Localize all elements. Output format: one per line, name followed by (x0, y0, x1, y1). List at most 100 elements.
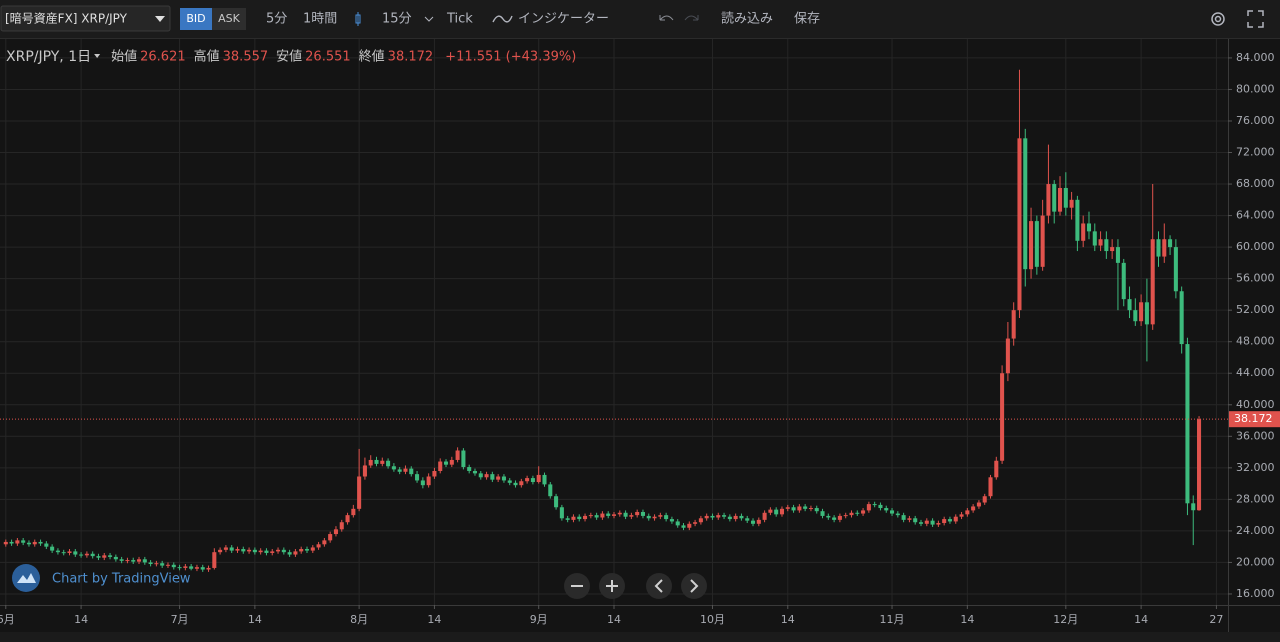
candle-body (67, 551, 72, 553)
chart-type-icon[interactable] (355, 12, 361, 26)
y-tick-label: 24.000 (1236, 524, 1275, 537)
candle-body (50, 546, 55, 551)
load-button[interactable]: 読み込み (721, 12, 773, 27)
candle-body (507, 480, 512, 483)
candle-body (965, 510, 970, 515)
candle-body (652, 516, 657, 519)
ohlc-value: 38.172 (388, 50, 434, 65)
candle-body (693, 522, 698, 524)
candle-body (1104, 239, 1109, 252)
x-tick-label: 6月 (0, 613, 15, 626)
y-tick-label: 80.000 (1236, 82, 1275, 95)
fullscreen-icon[interactable] (1247, 10, 1264, 28)
candle-body (287, 552, 292, 555)
candle-body (606, 513, 611, 516)
last-price-label: 38.172 (1234, 412, 1273, 425)
candle-body (971, 506, 976, 511)
interval-caret[interactable] (424, 16, 434, 22)
x-tick-label: 7月 (171, 613, 189, 626)
candle-body (1110, 247, 1115, 252)
candle-body (438, 461, 443, 471)
candle-body (212, 552, 217, 568)
zoom-in-button[interactable] (599, 573, 625, 599)
scroll-left-button[interactable] (646, 573, 672, 599)
candle-body (270, 551, 275, 553)
candle-body (1144, 302, 1149, 325)
bid-button[interactable] (180, 8, 212, 30)
candle-body (1005, 338, 1010, 374)
candle-body (351, 508, 356, 516)
symbol-select[interactable] (0, 5, 171, 32)
candle-body (1121, 262, 1126, 300)
candle-body (808, 508, 813, 510)
settings-icon[interactable] (1211, 12, 1225, 26)
watermark[interactable]: Chart by TradingView (52, 572, 191, 587)
candle-body (84, 553, 89, 556)
candle-body (21, 540, 26, 543)
candle-body (942, 519, 947, 524)
undo-icon[interactable] (659, 15, 674, 21)
candle-body (947, 519, 952, 522)
candle-body (884, 508, 889, 511)
candle-body (1052, 184, 1057, 212)
zoom-out-button[interactable] (564, 573, 590, 599)
candle-body (90, 553, 95, 557)
interval-button[interactable]: 1時間 (303, 12, 337, 27)
candle-body (1023, 138, 1028, 270)
candle-body (443, 461, 449, 465)
candle-body (513, 482, 518, 486)
candle-body (710, 515, 715, 518)
ask-label: ASK (218, 12, 241, 25)
candle-body (1185, 344, 1190, 504)
candle-body (913, 518, 918, 523)
interval-button[interactable]: 5分 (266, 12, 287, 27)
candle-body (1179, 291, 1184, 345)
x-tick-label: 12月 (1053, 613, 1078, 626)
candle-body (994, 460, 999, 478)
candle-body (79, 554, 84, 556)
candle-body (449, 459, 454, 465)
candle-body (832, 517, 837, 520)
candle-body (890, 510, 895, 514)
candle-body (872, 504, 877, 506)
candle-body (142, 559, 147, 563)
redo-icon[interactable] (684, 15, 699, 21)
candle-body (362, 465, 367, 477)
candle-body (675, 521, 680, 526)
scroll-right-button[interactable] (681, 573, 707, 599)
candle-body (1150, 239, 1155, 325)
candle-body (629, 515, 634, 517)
y-tick-label: 68.000 (1236, 177, 1275, 190)
candle-body (61, 552, 66, 554)
candle-body (779, 508, 785, 515)
candle-body (3, 541, 8, 545)
candle-body (241, 549, 246, 552)
save-button[interactable]: 保存 (794, 12, 820, 27)
candle-body (548, 484, 553, 497)
candle-body (722, 515, 727, 517)
candle-body (206, 567, 211, 570)
candle-body (774, 509, 779, 515)
candle-body (55, 550, 60, 553)
x-tick-label: 14 (960, 613, 974, 626)
interval-button[interactable]: 15分 (382, 12, 412, 27)
candle-body (1040, 215, 1045, 267)
candle-body (762, 512, 767, 520)
candle-body (397, 469, 402, 472)
symbol-caret[interactable] (94, 54, 101, 58)
candle-body (681, 525, 686, 528)
candle-body (368, 459, 373, 466)
symbol-text: [暗号資産FX] XRP/JPY (5, 12, 128, 26)
indicator-icon (492, 15, 513, 23)
bottom-bar (0, 632, 1280, 642)
candle-body (861, 510, 866, 514)
candle-body (496, 476, 501, 480)
ask-button[interactable] (212, 8, 246, 30)
indicators-button[interactable]: インジケーター (518, 12, 609, 27)
candle-body (293, 551, 298, 555)
interval-button[interactable]: Tick (446, 12, 473, 27)
candle-body (1173, 247, 1178, 292)
candle-body (988, 477, 993, 497)
candle-body (136, 559, 142, 562)
